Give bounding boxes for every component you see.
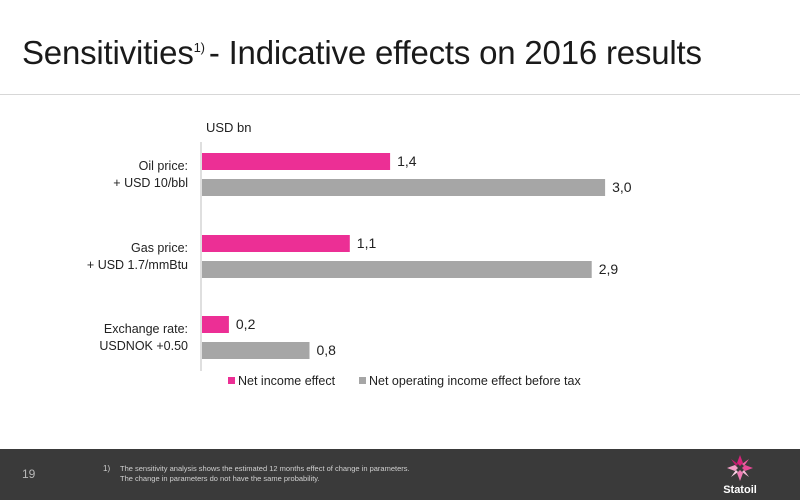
data-label: 3,0: [612, 179, 632, 195]
bar: [202, 153, 391, 170]
page-title: Sensitivities1) - Indicative effects on 2…: [22, 34, 702, 72]
category-label-line1: Exchange rate:: [104, 322, 188, 336]
data-label: 1,1: [357, 235, 377, 251]
bar: [202, 235, 350, 252]
legend-swatch: [359, 377, 366, 384]
statoil-star-icon: [727, 455, 753, 481]
footnote-text: The sensitivity analysis shows the estim…: [120, 464, 540, 484]
bar: [202, 179, 606, 196]
legend-label: Net operating income effect before tax: [369, 374, 581, 388]
title-divider: [0, 94, 800, 95]
data-label: 0,2: [236, 316, 256, 332]
category-label-line1: Oil price:: [139, 159, 188, 173]
footnote-line-1: The sensitivity analysis shows the estim…: [120, 464, 410, 473]
bar: [202, 316, 229, 333]
bar: [202, 342, 310, 359]
data-label: 1,4: [397, 153, 417, 169]
legend-swatch: [228, 377, 235, 384]
sensitivity-bar-chart: USD bn Oil price: + USD 10/bbl 1,4 3,0 Gas p…: [87, 120, 632, 388]
data-label: 2,9: [599, 261, 619, 277]
footnote-line-2: The change in parameters do not have the…: [120, 474, 320, 483]
page-number: 19: [22, 467, 36, 481]
title-main: Sensitivities: [22, 34, 194, 71]
footer-bar: 19 1) The sensitivity analysis shows the…: [0, 449, 800, 500]
title-footnote-ref: 1): [193, 40, 205, 55]
bar: [202, 261, 592, 278]
legend-label: Net income effect: [238, 374, 336, 388]
footnote-marker: 1): [103, 464, 111, 473]
category-label-line1: Gas price:: [131, 241, 188, 255]
category-label-line2: + USD 1.7/mmBtu: [87, 258, 188, 272]
logo-text: Statoil: [723, 484, 757, 496]
title-rest: - Indicative effects on 2016 results: [208, 34, 702, 71]
unit-label: USD bn: [206, 120, 252, 135]
data-label: 0,8: [317, 342, 337, 358]
category-label-line2: USDNOK +0.50: [99, 339, 188, 353]
statoil-logo: Statoil: [710, 453, 770, 497]
category-label-line2: + USD 10/bbl: [113, 176, 188, 190]
